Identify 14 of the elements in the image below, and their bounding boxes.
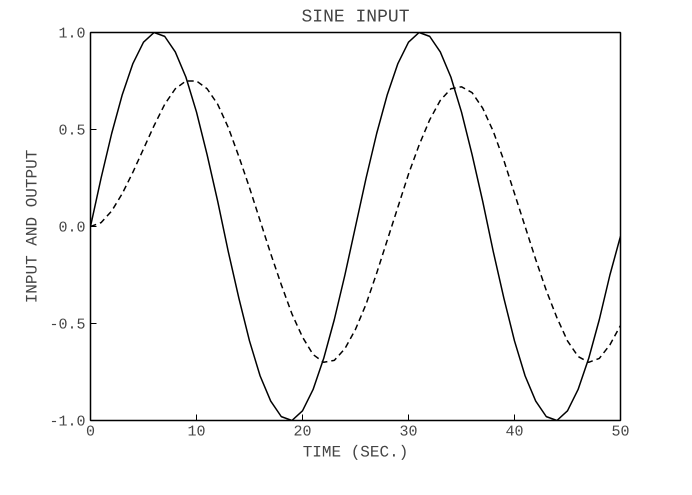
x-tick-label: 20 (294, 424, 312, 440)
y-tick-label: -1.0 (49, 414, 86, 430)
x-tick-label: 30 (400, 424, 418, 440)
y-tick-label: 1.0 (58, 26, 86, 42)
x-tick-label: 0 (86, 424, 96, 440)
y-tick-label: -0.5 (49, 316, 86, 334)
x-tick-label: 50 (612, 424, 630, 440)
x-tick-label: 40 (506, 424, 524, 440)
x-tick-label: 10 (188, 424, 206, 440)
chart-title: SINE INPUT (301, 8, 410, 28)
y-tick-label: 0.0 (58, 220, 86, 236)
y-axis-title: INPUT AND OUTPUT (23, 150, 42, 304)
x-axis-title: TIME (SEC.) (302, 444, 408, 462)
y-tick-label: 0.5 (58, 122, 86, 140)
